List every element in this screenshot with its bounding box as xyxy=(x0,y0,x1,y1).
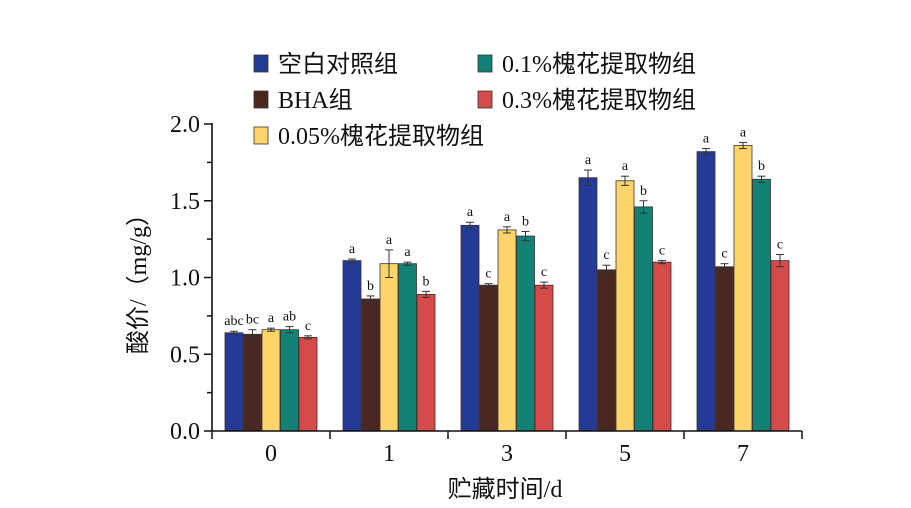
legend-label: 0.3%槐花提取物组 xyxy=(502,87,696,114)
bar xyxy=(652,261,672,432)
bar xyxy=(634,206,653,432)
significance-label: c xyxy=(485,267,491,282)
x-tick-label: 3 xyxy=(501,441,513,467)
bar xyxy=(224,332,244,432)
legend-label: 空白对照组 xyxy=(278,51,398,78)
legend-swatch xyxy=(253,54,269,73)
x-tick-label: 7 xyxy=(737,441,749,467)
significance-label: a xyxy=(467,205,474,220)
significance-label: c xyxy=(659,244,665,259)
y-tick-label: 1.0 xyxy=(170,266,200,292)
bar xyxy=(298,336,318,432)
legend-swatch xyxy=(253,126,269,145)
significance-label: ab xyxy=(283,310,296,325)
significance-label: a xyxy=(585,153,592,168)
significance-label: a xyxy=(740,125,747,140)
bar xyxy=(416,293,436,432)
x-tick-label: 0 xyxy=(265,441,277,467)
significance-label: b xyxy=(522,214,529,229)
bar xyxy=(516,235,535,432)
legend-label: BHA组 xyxy=(278,87,353,114)
significance-label: c xyxy=(603,248,609,263)
significance-label: a xyxy=(268,311,275,326)
bar xyxy=(280,329,299,432)
significance-label: a xyxy=(404,245,411,260)
significance-label: c xyxy=(721,247,727,262)
significance-label: c xyxy=(541,265,547,280)
y-axis-title: 酸价/（mg/g） xyxy=(125,202,152,354)
y-tick-label: 0.5 xyxy=(170,342,200,368)
y-tick-label: 2.0 xyxy=(170,112,200,138)
bar xyxy=(696,151,716,432)
legend-label: 0.1%槐花提取物组 xyxy=(502,51,696,78)
y-tick-label: 1.5 xyxy=(170,189,200,215)
bar xyxy=(460,224,480,432)
significance-label: b xyxy=(758,159,765,174)
significance-label: a xyxy=(703,132,710,147)
bar xyxy=(243,333,262,432)
legend-swatch xyxy=(477,90,493,109)
x-axis-title: 贮藏时间/d xyxy=(448,476,563,503)
bar xyxy=(597,269,616,432)
bar xyxy=(261,329,281,432)
bar xyxy=(615,180,635,432)
bar xyxy=(715,266,734,432)
y-tick-label: 0.0 xyxy=(170,419,200,445)
bar xyxy=(342,260,362,432)
bar xyxy=(479,284,498,432)
bar xyxy=(398,263,417,432)
legend-label: 0.05%槐花提取物组 xyxy=(278,123,484,150)
bar xyxy=(770,260,790,432)
significance-label: b xyxy=(423,274,430,289)
significance-label: bc xyxy=(246,313,259,328)
legend-swatch xyxy=(477,54,493,73)
significance-label: b xyxy=(367,279,374,294)
significance-label: a xyxy=(504,210,511,225)
bar xyxy=(361,298,380,432)
significance-label: abc xyxy=(224,314,243,329)
significance-label: c xyxy=(777,237,783,252)
x-tick-label: 5 xyxy=(619,441,631,467)
bar xyxy=(578,177,598,432)
significance-label: b xyxy=(640,184,647,199)
axes: 0.0 0.5 1.0 1.5 2.0 0 1 3 5 7 xyxy=(170,112,803,467)
legend: 空白对照组 BHA组 0.05%槐花提取物组 0.1%槐花提取物组 0.3%槐花提取物组 xyxy=(253,51,696,150)
bar xyxy=(379,263,399,432)
bar xyxy=(534,284,554,432)
bar xyxy=(733,145,753,432)
significance-label: a xyxy=(386,233,393,248)
significance-label: a xyxy=(622,159,629,174)
bar xyxy=(497,229,517,432)
legend-swatch xyxy=(253,90,269,109)
bar xyxy=(752,178,771,432)
x-tick-label: 1 xyxy=(383,441,395,467)
significance-label: a xyxy=(349,242,356,257)
significance-label: c xyxy=(305,319,311,334)
